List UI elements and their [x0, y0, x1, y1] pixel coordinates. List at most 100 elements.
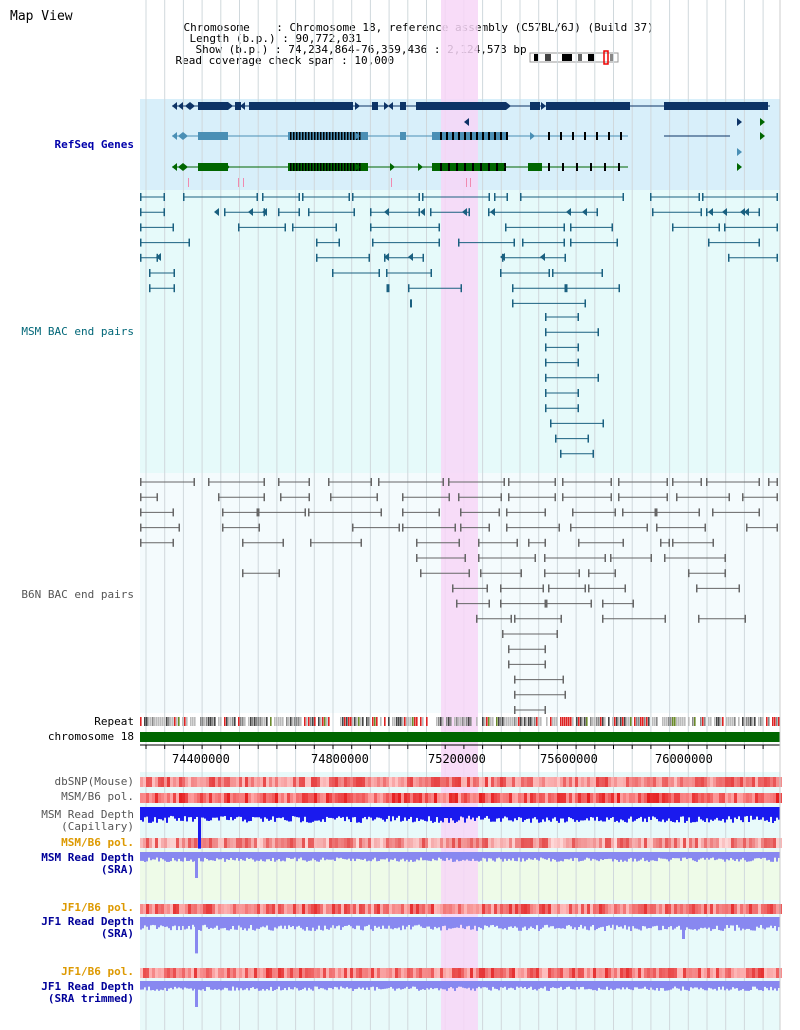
- polymorphism-cell: [518, 968, 521, 978]
- bac-end: [298, 193, 300, 201]
- strand-arrow-icon: [760, 132, 765, 140]
- read-depth-bar: [610, 807, 612, 819]
- strand-arrow-icon: [388, 102, 393, 110]
- gene-exon: [400, 102, 406, 110]
- read-depth-bar: [424, 917, 426, 929]
- polymorphism-cell: [320, 904, 323, 914]
- polymorphism-cell: [308, 777, 311, 787]
- read-depth-bar: [614, 981, 616, 990]
- read-depth-bar: [322, 807, 324, 820]
- polymorphism-cell: [332, 777, 335, 787]
- gene-exon: [506, 132, 508, 140]
- polymorphism-cell: [185, 904, 188, 914]
- read-depth-bar: [380, 807, 382, 819]
- polymorphism-cell: [329, 777, 332, 787]
- bac-end: [545, 358, 547, 367]
- polymorphism-cell: [548, 777, 551, 787]
- bac-end: [654, 508, 656, 517]
- polymorphism-cell: [308, 904, 311, 914]
- read-depth-bar: [602, 852, 604, 860]
- read-depth-bar: [582, 981, 584, 987]
- polymorphism-cell: [347, 904, 350, 914]
- read-depth-bar: [256, 981, 258, 989]
- polymorphism-cell: [278, 968, 281, 978]
- polymorphism-cell: [650, 904, 653, 914]
- bac-end: [610, 493, 612, 502]
- bac-end: [738, 584, 740, 593]
- polymorphism-cell: [626, 838, 629, 848]
- read-depth-bar: [758, 807, 760, 820]
- read-depth-bar: [218, 917, 220, 930]
- polymorphism-cell: [188, 838, 191, 848]
- read-depth-bar: [226, 852, 228, 860]
- polymorphism-cell: [542, 904, 545, 914]
- polymorphism-cell: [611, 904, 614, 914]
- read-depth-bar: [308, 852, 310, 861]
- polymorphism-cell: [644, 968, 647, 978]
- read-depth-bar: [778, 981, 780, 989]
- polymorphism-cell: [521, 793, 524, 803]
- read-depth-bar: [596, 852, 598, 861]
- read-depth-bar: [350, 807, 352, 823]
- polymorphism-cell: [200, 968, 203, 978]
- polymorphism-cell: [188, 968, 191, 978]
- read-depth-bar: [472, 807, 474, 818]
- polymorphism-cell: [494, 777, 497, 787]
- read-depth-bar: [550, 917, 552, 927]
- repeat-element: [532, 717, 534, 726]
- bac-end: [668, 538, 670, 547]
- repeat-element: [674, 717, 676, 726]
- polymorphism-cell: [215, 968, 218, 978]
- read-depth-bar: [316, 852, 318, 862]
- strand-arrow-icon: [500, 163, 505, 171]
- polymorphism-cell: [485, 904, 488, 914]
- bac-end: [173, 269, 175, 277]
- read-depth-bar: [200, 917, 202, 931]
- read-depth-bar: [492, 981, 494, 987]
- bac-end: [718, 223, 720, 232]
- repeat-element: [340, 717, 342, 726]
- polymorphism-cell: [443, 777, 446, 787]
- polymorphism-cell: [257, 904, 260, 914]
- read-depth-bar: [720, 807, 722, 821]
- read-depth-bar: [722, 917, 724, 931]
- repeat-element: [348, 717, 350, 726]
- polymorphism-cell: [467, 777, 470, 787]
- read-depth-bar: [420, 807, 422, 820]
- polymorphism-cell: [728, 793, 731, 803]
- polymorphism-cell: [473, 838, 476, 848]
- polymorphism-cell: [392, 793, 395, 803]
- polymorphism-cell: [194, 968, 197, 978]
- repeat-element: [454, 717, 456, 726]
- read-depth-bar: [682, 981, 684, 987]
- polymorphism-cell: [701, 777, 704, 787]
- bac-end: [140, 478, 142, 486]
- read-depth-bar: [158, 981, 160, 991]
- polymorphism-cell: [731, 968, 734, 978]
- bac-end: [548, 269, 550, 277]
- polymorphism-cell: [683, 968, 686, 978]
- read-depth-bar: [190, 852, 192, 860]
- read-depth-bar: [606, 981, 608, 987]
- read-depth-bar: [398, 981, 400, 989]
- read-depth-bar: [706, 807, 708, 819]
- repeat-element: [634, 717, 636, 726]
- read-depth-bar: [144, 981, 146, 988]
- polymorphism-cell: [317, 838, 320, 848]
- read-depth-bar: [292, 981, 294, 990]
- read-depth-bar: [720, 981, 722, 990]
- read-depth-bar: [596, 807, 598, 817]
- polymorphism-cell: [458, 793, 461, 803]
- read-depth-bar: [762, 807, 764, 818]
- read-depth-bar: [224, 852, 226, 862]
- polymorphism-cell: [713, 904, 716, 914]
- read-depth-bar: [558, 981, 560, 988]
- read-depth-bar: [458, 807, 460, 821]
- repeat-element: [356, 717, 358, 726]
- repeat-element: [190, 717, 192, 726]
- read-depth-bar: [294, 917, 296, 930]
- read-depth-bar: [390, 917, 392, 929]
- read-depth-bar: [750, 917, 752, 931]
- polymorphism-cell: [365, 777, 368, 787]
